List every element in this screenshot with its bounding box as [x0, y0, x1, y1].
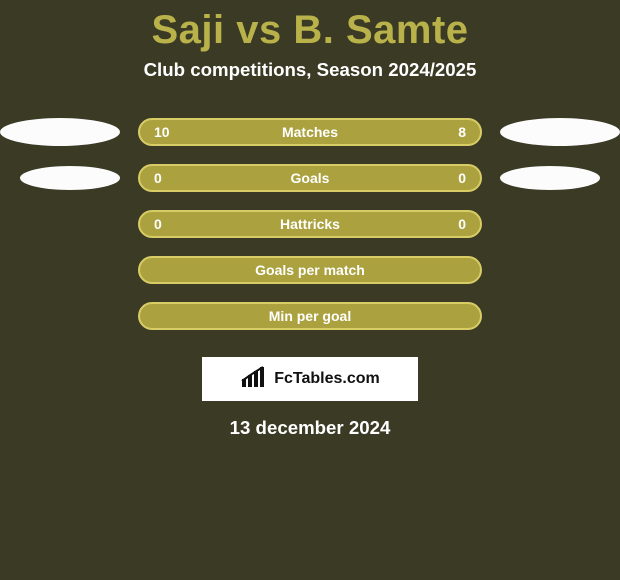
player-left-marker	[0, 118, 120, 146]
stat-value-left: 0	[154, 170, 162, 186]
stat-label: Min per goal	[140, 308, 480, 324]
stat-value-right: 0	[458, 216, 466, 232]
stat-bar: Matches10 8	[138, 118, 482, 146]
stat-row: Matches10 8	[0, 109, 620, 155]
stat-label: Matches	[140, 124, 480, 140]
stat-value-left: 0	[154, 216, 162, 232]
player-right-marker	[500, 166, 600, 190]
stat-row: Hattricks0 0	[0, 201, 620, 247]
stat-row: Goals per match	[0, 247, 620, 293]
source-logo-text: FcTables.com	[274, 370, 380, 388]
stat-value-right: 8	[458, 124, 466, 140]
bar-spark-icon	[240, 365, 268, 394]
player-right-marker	[500, 118, 620, 146]
source-logo: FcTables.com	[202, 357, 418, 401]
stat-bar: Min per goal	[138, 302, 482, 330]
page-title: Saji vs B. Samte	[0, 0, 620, 53]
stat-value-right: 0	[458, 170, 466, 186]
stat-label: Goals per match	[140, 262, 480, 278]
player-left-marker	[20, 166, 120, 190]
as-of-date: 13 december 2024	[0, 417, 620, 439]
subtitle: Club competitions, Season 2024/2025	[0, 59, 620, 81]
stat-bar: Goals0 0	[138, 164, 482, 192]
stat-rows: Matches108Goals00Hattricks00Goals per ma…	[0, 109, 620, 339]
stat-row: Goals0 0	[0, 155, 620, 201]
stat-bar: Goals per match	[138, 256, 482, 284]
stat-label: Hattricks	[140, 216, 480, 232]
stat-label: Goals	[140, 170, 480, 186]
stat-value-left: 10	[154, 124, 170, 140]
stat-row: Min per goal	[0, 293, 620, 339]
stat-bar: Hattricks0 0	[138, 210, 482, 238]
comparison-infographic: Saji vs B. Samte Club competitions, Seas…	[0, 0, 620, 580]
